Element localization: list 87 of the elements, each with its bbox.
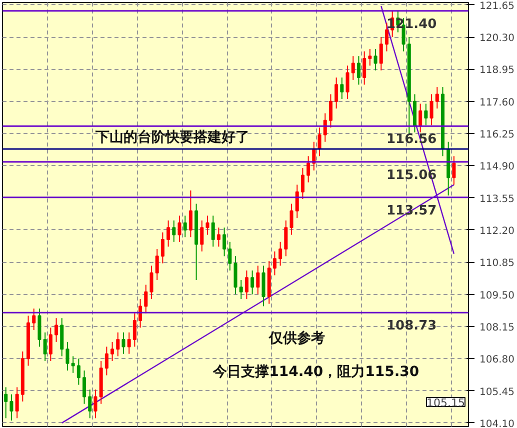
candlestick xyxy=(104,346,108,376)
y-tick-label: 118.95 xyxy=(480,65,514,76)
y-tick-label: 121.65 xyxy=(480,0,514,12)
candlestick xyxy=(132,312,136,348)
candlestick xyxy=(222,227,226,257)
candlestick xyxy=(66,341,70,372)
candlestick xyxy=(216,227,220,248)
candlestick xyxy=(356,56,360,86)
candlestick xyxy=(278,241,282,266)
candlestick xyxy=(188,190,192,238)
candlestick xyxy=(200,220,204,252)
candlestick xyxy=(54,318,58,342)
candlestick xyxy=(346,65,350,100)
annotation: 仅供参考 xyxy=(268,330,326,347)
candlestick xyxy=(374,48,378,71)
candlestick xyxy=(262,265,266,307)
y-tick-label: 120.30 xyxy=(480,33,514,44)
candlestick xyxy=(38,308,42,348)
candlestick xyxy=(384,22,388,52)
y-tick-label: 112.20 xyxy=(480,226,514,237)
candlestick xyxy=(244,270,248,300)
annotation: 105.15 xyxy=(426,396,465,410)
candlestick xyxy=(127,332,131,354)
candlestick xyxy=(71,356,75,374)
candlestick xyxy=(110,341,114,362)
candlestick xyxy=(424,103,428,126)
candlestick xyxy=(256,265,260,295)
candlestick xyxy=(94,389,98,419)
candlestick xyxy=(82,370,86,404)
candlestick xyxy=(155,248,159,281)
candlestick xyxy=(206,215,210,236)
candlestick xyxy=(88,389,92,419)
candlestick xyxy=(379,36,383,71)
candlestick xyxy=(211,215,215,248)
y-tick-label: 113.55 xyxy=(480,194,514,205)
y-tick-label: 117.60 xyxy=(480,97,514,108)
candlestick xyxy=(435,86,439,109)
candlestick xyxy=(166,220,170,248)
y-tick-label: 106.80 xyxy=(480,354,514,366)
candlestick xyxy=(234,256,238,295)
candlestick xyxy=(272,250,276,276)
candlestick xyxy=(228,241,232,271)
candlestick xyxy=(10,394,14,422)
candlestick xyxy=(116,332,120,357)
candlestick xyxy=(306,156,310,183)
candlestick xyxy=(48,327,52,362)
candlestick xyxy=(138,298,142,328)
candlestick xyxy=(178,215,182,242)
candlestick xyxy=(290,203,294,236)
candlestick xyxy=(418,103,422,133)
candlestick xyxy=(60,318,64,357)
candlestick xyxy=(362,50,366,86)
y-tick-label: 109.50 xyxy=(480,290,514,302)
candlestick xyxy=(334,77,338,109)
candlestick xyxy=(250,270,254,295)
y-tick-label: 116.25 xyxy=(480,130,514,141)
candlestick xyxy=(122,332,126,354)
candlestick xyxy=(300,168,304,200)
candlestick xyxy=(318,127,322,157)
y-tick-label: 108.15 xyxy=(480,322,514,334)
y-tick-label: 114.90 xyxy=(480,162,514,173)
candlestick xyxy=(368,48,372,66)
candlestick xyxy=(284,220,288,257)
candlestick xyxy=(295,184,299,219)
annotation: 今日支撑114.40，阻力115.30 xyxy=(212,364,420,380)
candlestick xyxy=(4,386,8,419)
candlestick xyxy=(183,215,187,238)
candlestick xyxy=(430,94,434,126)
candlestick xyxy=(150,265,154,300)
candlestick xyxy=(76,358,80,386)
candlestick xyxy=(351,56,355,80)
y-tick-label: 110.85 xyxy=(480,258,514,270)
candlestick xyxy=(328,94,332,128)
candlestick xyxy=(43,332,47,362)
annotation: 下山的台阶快要搭建好了 xyxy=(94,129,250,146)
y-tick-label: 104.10 xyxy=(480,418,514,428)
candlestick xyxy=(172,220,176,242)
candlestick xyxy=(15,386,19,419)
candlestick xyxy=(412,94,416,133)
candlestick xyxy=(340,77,344,100)
y-tick-label: 105.45 xyxy=(480,386,514,398)
candlestick xyxy=(144,284,148,314)
candlestick xyxy=(452,156,456,186)
candlestick xyxy=(32,308,36,331)
candlestick xyxy=(239,280,243,300)
ref-line-label: 108.73 xyxy=(386,318,437,334)
candlestick xyxy=(160,232,164,264)
